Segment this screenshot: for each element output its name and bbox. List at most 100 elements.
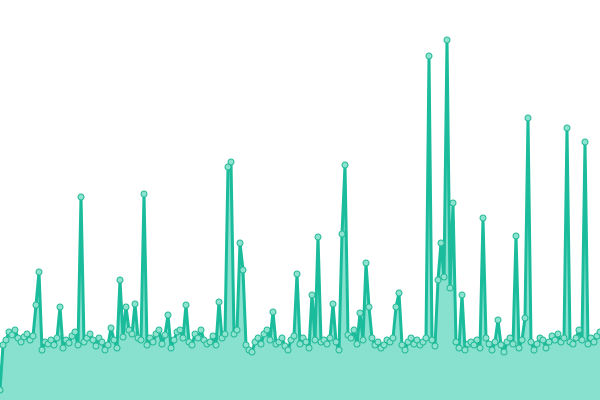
data-point bbox=[92, 342, 100, 350]
data-point bbox=[137, 336, 145, 344]
data-point bbox=[581, 138, 589, 146]
data-point bbox=[434, 276, 442, 284]
data-point bbox=[395, 289, 403, 297]
data-point bbox=[494, 316, 502, 324]
data-point bbox=[179, 334, 187, 342]
data-point bbox=[461, 346, 469, 354]
data-point bbox=[74, 341, 82, 349]
data-point bbox=[305, 344, 313, 352]
data-point bbox=[329, 300, 337, 308]
data-point bbox=[242, 341, 250, 349]
data-point bbox=[161, 331, 169, 339]
data-point bbox=[302, 338, 310, 346]
data-point bbox=[50, 341, 58, 349]
data-point bbox=[206, 338, 214, 346]
data-point bbox=[170, 336, 178, 344]
data-point bbox=[350, 326, 358, 334]
data-point bbox=[143, 341, 151, 349]
data-point bbox=[545, 338, 553, 346]
data-point bbox=[98, 338, 106, 346]
data-point bbox=[110, 336, 118, 344]
data-point bbox=[290, 332, 298, 340]
data-point bbox=[131, 300, 139, 308]
data-point bbox=[500, 348, 508, 356]
data-point bbox=[446, 284, 454, 292]
data-point bbox=[569, 340, 577, 348]
data-point bbox=[17, 338, 25, 346]
data-point bbox=[224, 163, 232, 171]
data-point bbox=[158, 340, 166, 348]
data-point bbox=[575, 326, 583, 334]
data-point bbox=[584, 340, 592, 348]
data-point bbox=[167, 344, 175, 352]
data-point bbox=[518, 336, 526, 344]
data-point bbox=[458, 291, 466, 299]
data-point bbox=[311, 336, 319, 344]
data-point bbox=[233, 326, 241, 334]
data-point bbox=[590, 338, 598, 346]
data-point bbox=[59, 344, 67, 352]
data-point bbox=[521, 314, 529, 322]
data-point bbox=[101, 346, 109, 354]
data-point bbox=[425, 52, 433, 60]
data-point bbox=[335, 346, 343, 354]
data-point bbox=[215, 298, 223, 306]
data-point bbox=[71, 328, 79, 336]
data-point bbox=[476, 344, 484, 352]
data-point bbox=[113, 344, 121, 352]
data-point bbox=[497, 341, 505, 349]
data-point bbox=[365, 303, 373, 311]
data-point bbox=[530, 346, 538, 354]
data-point bbox=[515, 344, 523, 352]
data-point bbox=[401, 346, 409, 354]
data-point bbox=[554, 330, 562, 338]
data-point bbox=[0, 386, 4, 394]
data-point bbox=[89, 336, 97, 344]
data-point bbox=[107, 324, 115, 332]
data-point bbox=[356, 309, 364, 317]
data-point bbox=[65, 339, 73, 347]
data-point bbox=[449, 199, 457, 207]
data-point bbox=[533, 340, 541, 348]
data-point bbox=[332, 338, 340, 346]
data-point bbox=[197, 326, 205, 334]
data-point bbox=[104, 341, 112, 349]
data-point bbox=[542, 344, 550, 352]
data-point bbox=[284, 346, 292, 354]
data-point bbox=[188, 341, 196, 349]
data-point bbox=[359, 336, 367, 344]
data-point bbox=[164, 311, 172, 319]
data-point bbox=[473, 336, 481, 344]
data-point bbox=[128, 330, 136, 338]
data-point bbox=[77, 193, 85, 201]
data-points bbox=[0, 36, 600, 394]
data-point bbox=[29, 332, 37, 340]
data-point bbox=[221, 330, 229, 338]
data-point bbox=[248, 348, 256, 356]
data-point bbox=[413, 336, 421, 344]
data-point bbox=[8, 331, 16, 339]
data-point bbox=[293, 270, 301, 278]
data-point bbox=[122, 303, 130, 311]
data-point bbox=[563, 124, 571, 132]
data-point bbox=[578, 336, 586, 344]
data-point bbox=[485, 340, 493, 348]
data-point bbox=[509, 340, 517, 348]
data-point bbox=[23, 330, 31, 338]
data-point bbox=[362, 259, 370, 267]
data-point bbox=[53, 334, 61, 342]
data-point bbox=[551, 336, 559, 344]
data-point bbox=[524, 114, 532, 122]
data-point bbox=[254, 334, 262, 342]
data-point bbox=[176, 326, 184, 334]
data-point bbox=[437, 239, 445, 247]
data-point bbox=[368, 334, 376, 342]
area-fill bbox=[0, 40, 600, 400]
data-point bbox=[47, 336, 55, 344]
data-point bbox=[560, 334, 568, 342]
data-point bbox=[326, 334, 334, 342]
data-point bbox=[443, 36, 451, 44]
data-point bbox=[296, 340, 304, 348]
data-point bbox=[488, 346, 496, 354]
